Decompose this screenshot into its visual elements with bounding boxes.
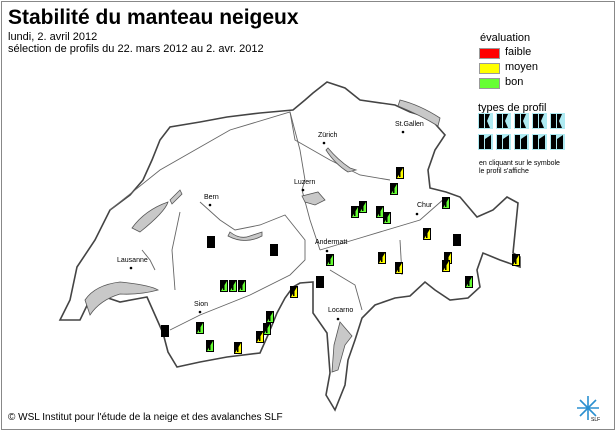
profile-marker-bon[interactable] bbox=[206, 340, 214, 352]
legend-label-moyen: moyen bbox=[505, 61, 539, 73]
city-labels: Zürich St.Gallen Bern Luzern Chur Andermatt La… bbox=[117, 121, 433, 321]
legend-swatch-faible bbox=[479, 48, 500, 59]
lake-thun-brienz bbox=[227, 231, 263, 241]
profile-marker-bon[interactable] bbox=[196, 322, 204, 334]
lake-zurich bbox=[325, 147, 358, 173]
slf-logo: SLF bbox=[577, 396, 600, 423]
lakes bbox=[84, 99, 441, 373]
country-border bbox=[58, 81, 521, 412]
profile-marker-bon[interactable] bbox=[238, 280, 246, 292]
profile-marker-moyen[interactable] bbox=[378, 252, 386, 264]
profile-marker-bon[interactable] bbox=[351, 206, 359, 218]
profile-marker-moyen[interactable] bbox=[423, 228, 431, 240]
profile-type-symbol bbox=[478, 113, 493, 129]
city-label: Zürich bbox=[318, 132, 338, 139]
profile-type-symbol bbox=[550, 113, 565, 129]
lake-geneva bbox=[84, 281, 159, 316]
canton-borders bbox=[109, 111, 446, 331]
profile-marker-moyen[interactable] bbox=[395, 262, 403, 274]
city-dot bbox=[198, 310, 202, 314]
profile-types-title: types de profil bbox=[478, 102, 547, 114]
city-label: Locarno bbox=[328, 307, 353, 314]
legend-swatch-bon bbox=[479, 78, 500, 89]
city-dot bbox=[401, 130, 405, 134]
profile-marker-bon[interactable] bbox=[229, 280, 237, 292]
city-label: Lausanne bbox=[117, 257, 148, 264]
profile-marker-bon[interactable] bbox=[390, 183, 398, 195]
profile-marker-bon[interactable] bbox=[326, 254, 334, 266]
profile-marker-moyen[interactable] bbox=[442, 260, 450, 272]
hint-line-2: le profil s'affiche bbox=[479, 168, 529, 175]
profile-marker-moyen[interactable] bbox=[512, 254, 520, 266]
copyright: © WSL Institut pour l'étude de la neige … bbox=[8, 412, 283, 423]
selection-label: sélection de profils du 22. mars 2012 au… bbox=[8, 43, 264, 55]
profile-type-symbol bbox=[496, 134, 511, 150]
profile-marker-none[interactable] bbox=[270, 244, 278, 256]
profile-type-symbol bbox=[514, 134, 529, 150]
profile-marker-none[interactable] bbox=[316, 276, 324, 288]
profile-type-symbols bbox=[478, 113, 565, 150]
city-label: Luzern bbox=[294, 179, 316, 186]
city-dot bbox=[415, 212, 419, 216]
profile-marker-bon[interactable] bbox=[359, 201, 367, 213]
lake-maggiore bbox=[331, 321, 353, 373]
page-title: Stabilité du manteau neigeux bbox=[8, 6, 299, 29]
profile-hint: en cliquant sur le symbole le profil s'af… bbox=[479, 160, 560, 176]
lake-biel bbox=[169, 189, 183, 205]
profile-marker-moyen[interactable] bbox=[290, 286, 298, 298]
legend-label-bon: bon bbox=[505, 76, 524, 88]
profile-type-symbol bbox=[514, 113, 529, 129]
city-dot bbox=[325, 249, 329, 253]
profile-type-symbol bbox=[496, 113, 511, 129]
city-dot bbox=[301, 188, 305, 192]
profile-type-symbol bbox=[478, 134, 493, 150]
profile-marker-bon[interactable] bbox=[442, 197, 450, 209]
city-dot bbox=[336, 317, 340, 321]
legend-label-faible: faible bbox=[505, 46, 532, 58]
legend-swatch-moyen bbox=[479, 63, 500, 74]
city-label: Chur bbox=[417, 202, 433, 209]
profile-marker-none[interactable] bbox=[161, 325, 169, 337]
city-label: Andermatt bbox=[315, 239, 347, 246]
hint-line-1: en cliquant sur le symbole bbox=[479, 160, 560, 167]
lake-lucerne bbox=[301, 191, 326, 206]
city-label: Sion bbox=[194, 301, 208, 308]
profile-type-symbol bbox=[532, 113, 547, 129]
profile-marker-bon[interactable] bbox=[376, 206, 384, 218]
profile-marker-bon[interactable] bbox=[220, 280, 228, 292]
legend-title: évaluation bbox=[480, 32, 531, 44]
date-label: lundi, 2. avril 2012 bbox=[8, 31, 98, 43]
profile-marker-none[interactable] bbox=[207, 236, 215, 248]
lake-neuchatel bbox=[131, 201, 169, 233]
profile-marker-bon[interactable] bbox=[465, 276, 473, 288]
city-label: St.Gallen bbox=[395, 121, 424, 128]
profile-marker-moyen[interactable] bbox=[396, 167, 404, 179]
profile-marker-bon[interactable] bbox=[383, 212, 391, 224]
profile-markers bbox=[161, 167, 520, 354]
profile-type-symbol bbox=[550, 134, 565, 150]
profile-marker-none[interactable] bbox=[453, 234, 461, 246]
profile-marker-moyen[interactable] bbox=[234, 342, 242, 354]
logo-text: SLF bbox=[591, 417, 600, 423]
city-dot bbox=[322, 141, 326, 145]
profile-marker-bon[interactable] bbox=[266, 311, 274, 323]
profile-marker-bon[interactable] bbox=[263, 323, 271, 335]
lake-constance bbox=[397, 99, 441, 127]
profile-type-symbol bbox=[532, 134, 547, 150]
city-dot bbox=[129, 266, 133, 270]
city-label: Bern bbox=[204, 194, 219, 201]
profile-marker-moyen[interactable] bbox=[256, 331, 264, 343]
city-dot bbox=[208, 203, 212, 207]
